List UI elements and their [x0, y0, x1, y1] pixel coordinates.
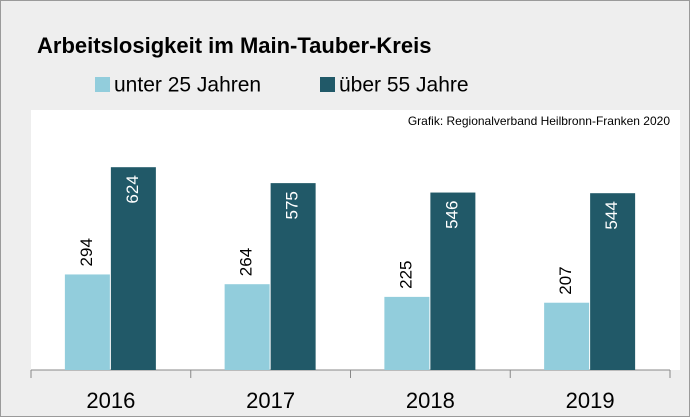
x-tick-label: 2018	[406, 388, 455, 413]
x-tick-label: 2017	[246, 388, 295, 413]
bar	[384, 296, 430, 370]
data-label: 546	[442, 201, 461, 229]
data-label: 544	[602, 201, 621, 229]
bar	[64, 274, 110, 370]
data-label: 575	[283, 191, 302, 219]
bar	[270, 183, 316, 370]
bar	[110, 167, 156, 370]
chart-title: Arbeitslosigkeit im Main-Tauber-Kreis	[37, 33, 431, 58]
legend-label: unter 25 Jahren	[114, 74, 261, 97]
bar	[544, 302, 590, 370]
data-label: 264	[237, 248, 256, 276]
legend-swatch	[95, 77, 110, 92]
data-label: 624	[123, 175, 142, 203]
x-tick-label: 2019	[566, 388, 615, 413]
legend-label: über 55 Jahre	[339, 74, 469, 97]
data-label: 294	[77, 238, 96, 266]
legend-swatch	[320, 77, 335, 92]
data-label: 207	[556, 266, 575, 294]
data-label: 225	[396, 261, 415, 289]
bar	[224, 284, 270, 370]
source-note: Grafik: Regionalverband Heilbronn-Franke…	[408, 114, 670, 128]
x-tick-label: 2016	[86, 388, 135, 413]
bar	[590, 193, 636, 370]
bar	[430, 192, 476, 370]
